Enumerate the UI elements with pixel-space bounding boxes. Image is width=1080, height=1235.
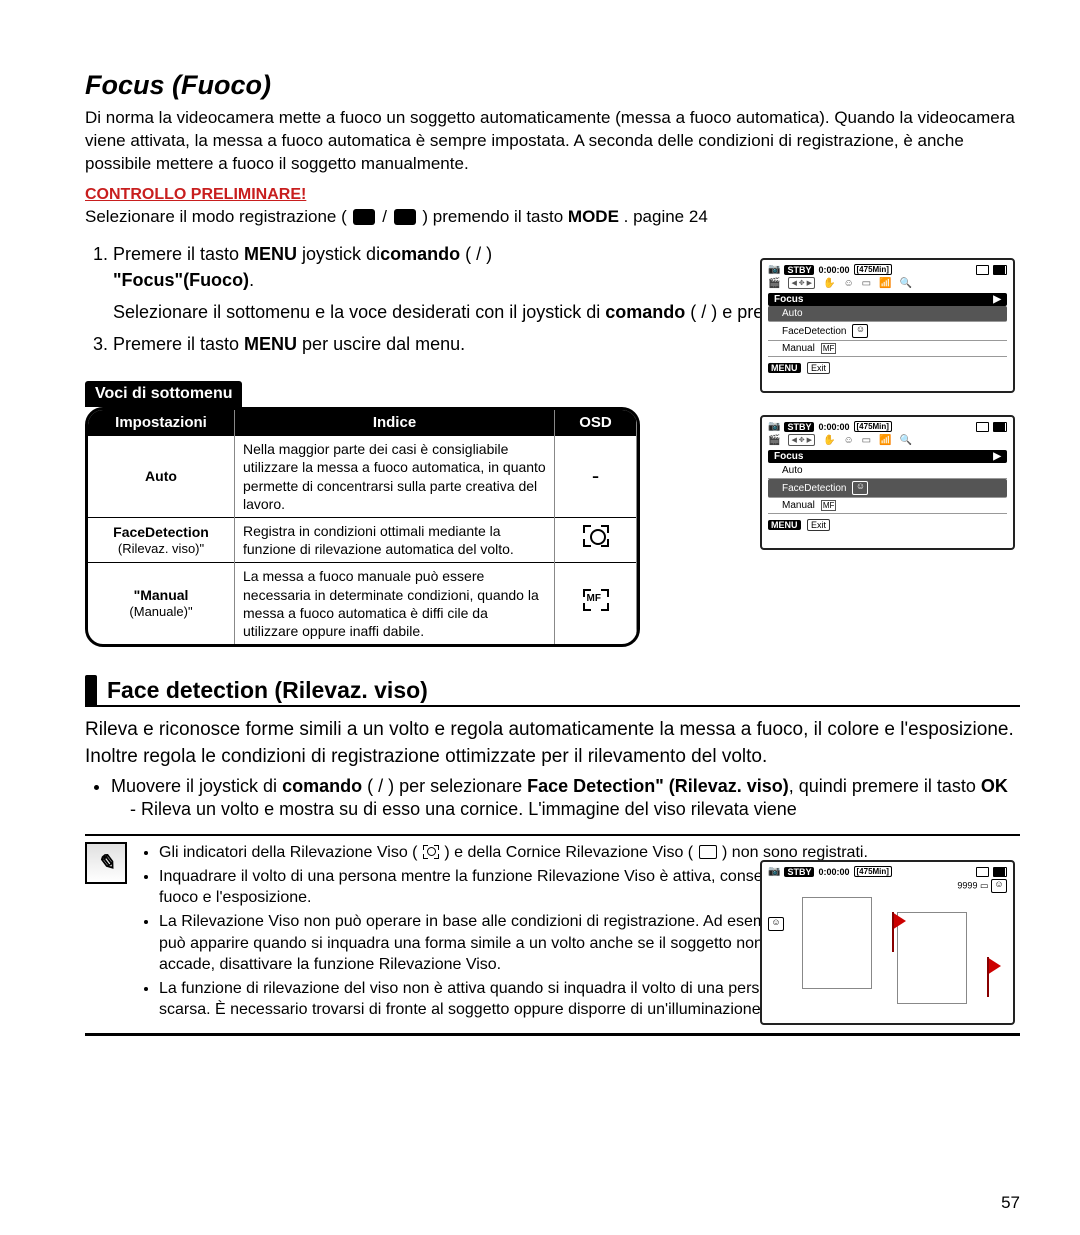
camera-icon: 📷 <box>768 866 780 877</box>
menu-item-face: FaceDetection <box>768 479 1007 498</box>
row-auto-osd: - <box>555 436 637 518</box>
face-box-2 <box>897 912 967 1004</box>
submenu-table-wrap: Impostazioni Indice OSD Auto Nella maggi… <box>85 407 640 647</box>
icon-row: 🎬◀ ✥ ▶✋☺▭📶🔍 <box>768 277 1007 289</box>
col-index: Indice <box>235 410 555 436</box>
menu-item-manual: Manual MF <box>768 498 1007 514</box>
menu-item-auto: Auto <box>768 463 1007 479</box>
row-face-label: FaceDetection (Rilevaz. viso)" <box>88 517 235 562</box>
row-face-osd <box>555 517 637 562</box>
stby-badge: STBY <box>784 867 814 877</box>
min-label: [475Min] <box>854 264 892 275</box>
flag-marker-2 <box>987 957 1001 975</box>
modeline-pre: Selezionare il modo registrazione ( <box>85 207 351 226</box>
inline-frame-icon <box>699 845 717 859</box>
video-mode-icon <box>353 209 375 225</box>
lcd-screen-1: 📷 STBY 0:00:00 [475Min] 🎬◀ ✥ ▶✋☺▭📶🔍 Focu… <box>760 258 1015 393</box>
submenu-table: Impostazioni Indice OSD Auto Nella maggi… <box>88 410 637 644</box>
icon-row: 🎬◀ ✥ ▶✋☺▭📶🔍 <box>768 434 1007 446</box>
page-title: Focus (Fuoco) <box>85 70 1020 101</box>
title-bar-icon <box>85 675 97 705</box>
count-label: 9999 <box>957 880 977 890</box>
manual-focus-icon: MF <box>583 589 609 611</box>
row-manual-label: "Manual (Manuale)" <box>88 563 235 644</box>
col-settings: Impostazioni <box>88 410 235 436</box>
menu-exit-row: MENU Exit <box>768 363 1007 373</box>
lcd-screen-3: 📷 STBY 0:00:00 [475Min] 9999 ▭ <box>760 860 1015 1025</box>
face-icon-left <box>768 917 784 931</box>
face-box-1 <box>802 897 872 989</box>
row-manual-osd: MF <box>555 563 637 644</box>
photo-mode-icon <box>394 209 416 225</box>
preliminary-check-label: CONTROLLO PRELIMINARE! <box>85 186 1020 204</box>
modeline-post: ) premendo il tasto <box>422 207 568 226</box>
stby-badge: STBY <box>784 265 814 275</box>
time-label: 0:00:00 <box>818 867 849 877</box>
card-icon <box>976 422 989 432</box>
face-icon <box>991 879 1007 893</box>
table-row-manual: "Manual (Manuale)" La messa a fuoco manu… <box>88 563 637 644</box>
min-label: [475Min] <box>854 421 892 432</box>
card-icon <box>976 265 989 275</box>
battery-icon <box>993 265 1007 275</box>
submenu-header: Voci di sottomenu <box>85 381 242 407</box>
row-auto-text: Nella maggior parte dei casi è consiglia… <box>235 436 555 518</box>
manual-page: Focus (Fuoco) Di norma la videocamera me… <box>0 0 1080 1235</box>
photo-icon: ▭ <box>980 880 989 890</box>
mode-label: MODE <box>568 207 619 226</box>
row-face-text: Registra in condizioni ottimali mediante… <box>235 517 555 562</box>
note-icon: ✎ <box>85 842 127 884</box>
col-osd: OSD <box>555 410 637 436</box>
intro-text: Di norma la videocamera mette a fuoco un… <box>85 107 1020 176</box>
time-label: 0:00:00 <box>818 422 849 432</box>
table-row-auto: Auto Nella maggior parte dei casi è cons… <box>88 436 637 518</box>
battery-icon <box>993 422 1007 432</box>
camera-icon: 📷 <box>768 264 780 275</box>
modeline-mid: / <box>382 207 391 226</box>
flag-marker-1 <box>892 912 906 930</box>
menu-focus-header: Focus▶ <box>768 450 1007 463</box>
table-row-face: FaceDetection (Rilevaz. viso)" Registra … <box>88 517 637 562</box>
menu-focus-header: Focus▶ <box>768 293 1007 306</box>
face-icon <box>852 324 868 338</box>
mode-instruction: Selezionare il modo registrazione ( / ) … <box>85 207 1020 227</box>
time-label: 0:00:00 <box>818 265 849 275</box>
mf-icon: MF <box>821 343 837 354</box>
inline-face-icon <box>423 845 439 859</box>
card-icon <box>976 867 989 877</box>
screenshots-column: 📷 STBY 0:00:00 [475Min] 🎬◀ ✥ ▶✋☺▭📶🔍 Focu… <box>760 258 1020 1047</box>
min-label: [475Min] <box>854 866 892 877</box>
modeline-pages: . pagine 24 <box>624 207 708 226</box>
stby-badge: STBY <box>784 422 814 432</box>
camera-icon: 📷 <box>768 421 780 432</box>
row-auto-label: Auto <box>88 436 235 518</box>
lcd-screen-2: 📷 STBY 0:00:00 [475Min] 🎬◀ ✥ ▶✋☺▭📶🔍 Focu… <box>760 415 1015 550</box>
menu-item-manual: Manual MF <box>768 341 1007 357</box>
face-icon <box>852 481 868 495</box>
page-number: 57 <box>1001 1193 1020 1213</box>
menu-item-face: FaceDetection <box>768 322 1007 341</box>
menu-exit-row: MENU Exit <box>768 520 1007 530</box>
menu-item-auto: Auto <box>768 306 1007 322</box>
row-manual-text: La messa a fuoco manuale può essere nece… <box>235 563 555 644</box>
face-detection-icon <box>583 525 609 547</box>
battery-icon <box>993 867 1007 877</box>
mf-icon: MF <box>821 500 837 511</box>
